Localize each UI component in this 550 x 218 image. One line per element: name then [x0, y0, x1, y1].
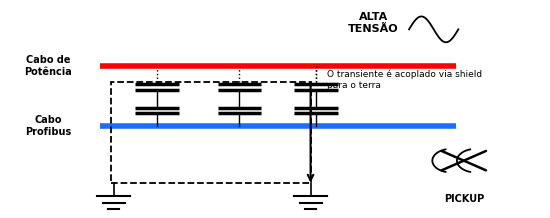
Text: Cabo de
Potência: Cabo de Potência — [24, 55, 72, 77]
Text: O transiente é acoplado via shield
para o terra: O transiente é acoplado via shield para … — [327, 70, 482, 90]
Bar — [111, 82, 311, 183]
Text: PICKUP: PICKUP — [444, 194, 484, 204]
Text: Cabo
Profibus: Cabo Profibus — [25, 115, 71, 137]
Text: ALTA
TENSÃO: ALTA TENSÃO — [348, 12, 399, 34]
